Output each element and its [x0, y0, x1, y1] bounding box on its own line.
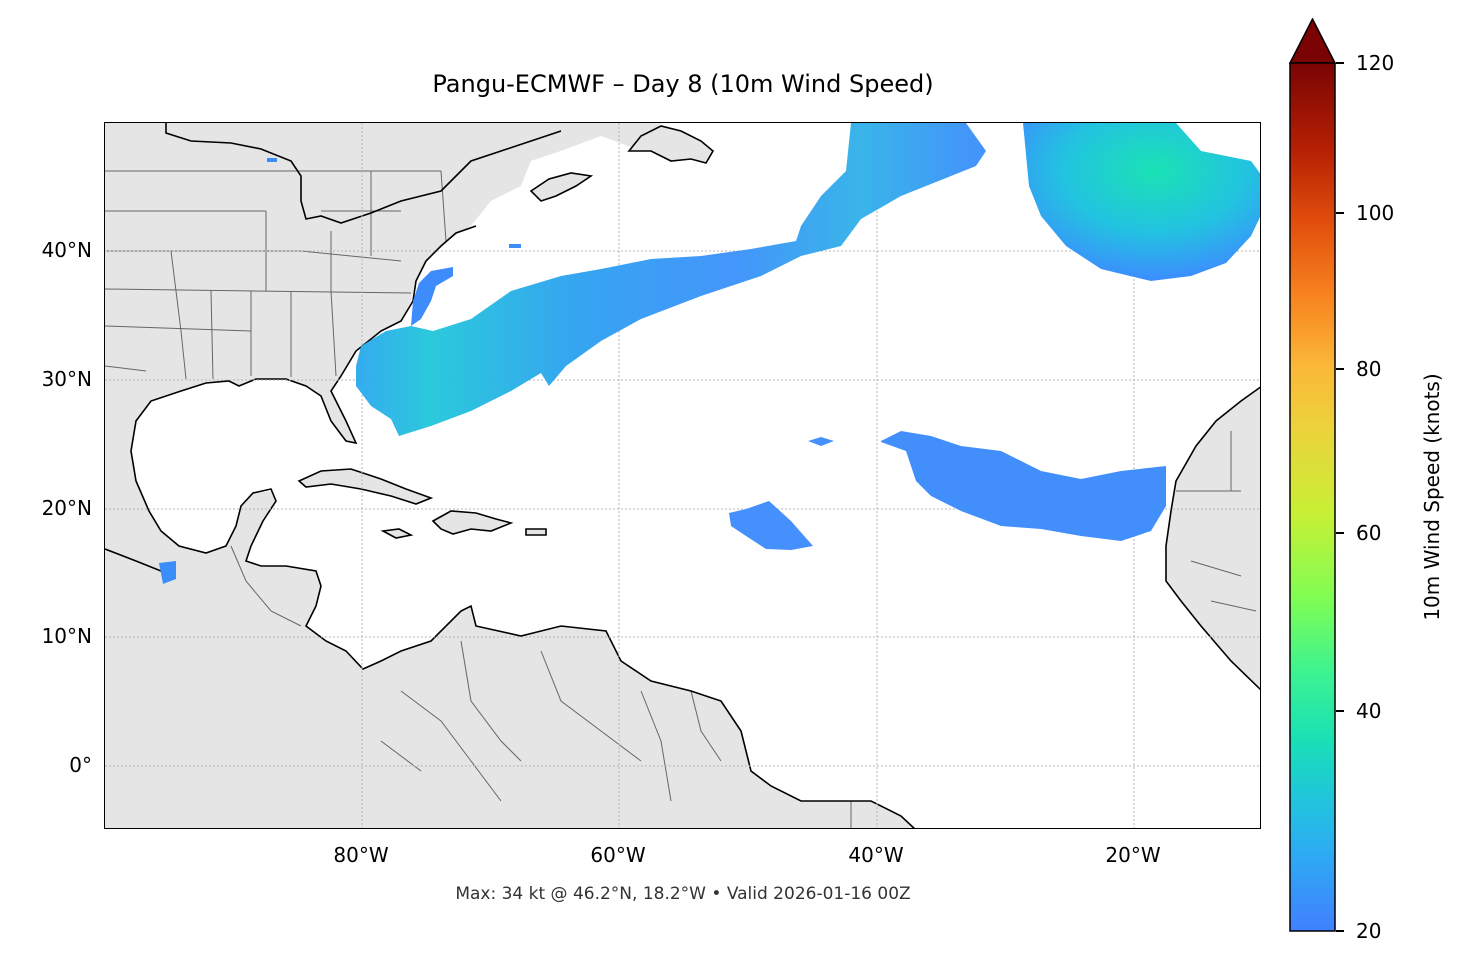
wind-fleck [509, 244, 521, 248]
cb-tickmark [1336, 62, 1344, 64]
cb-tick-40: 40 [1356, 699, 1382, 723]
cb-tick-60: 60 [1356, 521, 1382, 545]
cb-tick-120: 120 [1356, 51, 1395, 75]
max-valid-caption: Max: 34 kt @ 46.2°N, 18.2°W • Valid 2026… [455, 884, 911, 904]
cb-tick-20: 20 [1356, 919, 1382, 943]
x-tick-80w: 80°W [333, 843, 389, 867]
cb-tickmark [1336, 532, 1344, 534]
wind-jet-band [356, 123, 986, 436]
y-tick-40n: 40°N [41, 238, 92, 262]
jamaica [380, 528, 414, 539]
x-tick-60w: 60°W [590, 843, 646, 867]
coastlines [105, 123, 1260, 828]
gridlines [105, 123, 1260, 828]
colorbar [1288, 17, 1337, 932]
colorbar-label: 10m Wind Speed (knots) [1420, 373, 1444, 621]
wind-antilles-patch [729, 501, 813, 550]
nova-scotia [529, 172, 594, 202]
land-africa [1166, 387, 1260, 690]
wind-speed-field [159, 123, 1260, 584]
map-canvas [105, 123, 1260, 828]
hispaniola [431, 510, 514, 535]
y-tick-10n: 10°N [41, 624, 92, 648]
wind-small-patch [808, 437, 834, 446]
cb-tickmark [1336, 368, 1344, 370]
newfoundland [627, 125, 715, 164]
y-tick-20n: 20°N [41, 496, 92, 520]
wind-great-lakes-patch [267, 158, 277, 162]
colorbar-extend-arrow [1288, 17, 1337, 64]
cb-tickmark [1336, 930, 1344, 932]
gulf-of-mexico [131, 379, 361, 553]
wind-tehuantepec-patch [159, 561, 176, 584]
wind-coastal-patch [411, 267, 453, 326]
y-tick-30n: 30°N [41, 367, 92, 391]
colorbar-gradient [1289, 62, 1336, 932]
y-tick-equator: 0° [69, 753, 92, 777]
x-tick-40w: 40°W [848, 843, 904, 867]
x-tick-20w: 20°W [1105, 843, 1161, 867]
chart-title: Pangu-ECMWF – Day 8 (10m Wind Speed) [432, 70, 934, 98]
puerto-rico [525, 528, 547, 536]
cb-tick-80: 80 [1356, 357, 1382, 381]
cuba [297, 468, 434, 505]
land-north-america [105, 123, 1260, 828]
cb-tickmark [1336, 710, 1344, 712]
caribbean-sea [246, 471, 621, 669]
cb-tickmark [1336, 212, 1344, 214]
cb-tick-100: 100 [1356, 201, 1395, 225]
wind-northeast-max [1023, 123, 1260, 281]
map-plot-area [104, 122, 1261, 829]
wind-subtropical-band [881, 431, 1166, 541]
